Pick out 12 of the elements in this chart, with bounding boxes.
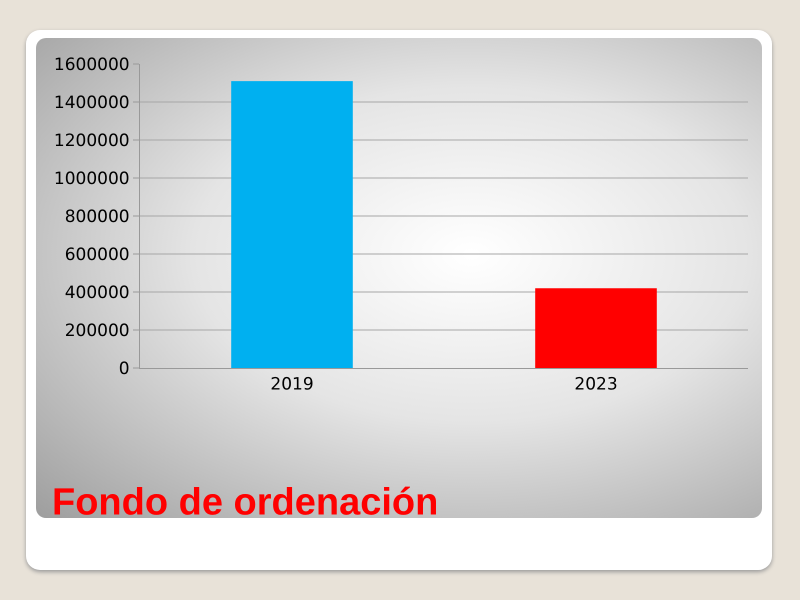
y-tick-label: 1200000 [54,130,130,151]
x-tick-label: 2023 [574,374,618,394]
y-tick-label: 600000 [64,244,130,265]
y-tick-label: 800000 [64,206,130,227]
x-tick-label: 2019 [270,374,314,394]
y-tick-label: 1000000 [54,168,130,189]
y-tick-label: 1600000 [54,54,130,75]
y-tick-label: 1400000 [54,92,130,113]
y-tick-label: 200000 [64,320,130,341]
y-tick-label: 400000 [64,282,130,303]
text: Fondo de ordenación [52,481,438,524]
y-tick-label: 0 [118,358,130,379]
